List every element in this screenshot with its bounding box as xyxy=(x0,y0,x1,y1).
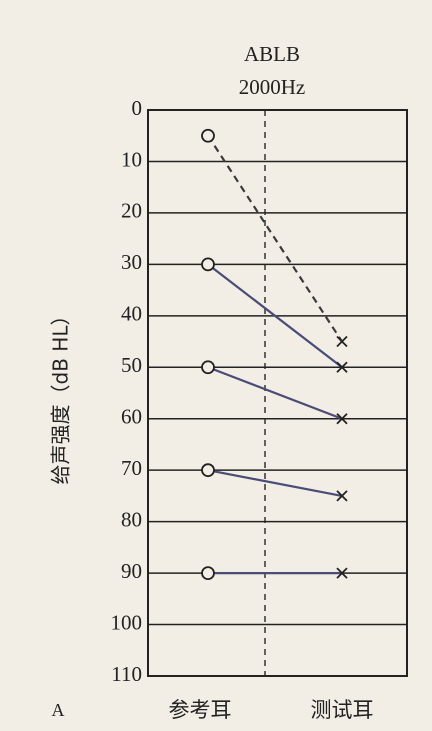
series-line xyxy=(207,366,343,420)
y-axis-label: 给声强度（dB HL） xyxy=(49,306,73,485)
x-tick-label: 测试耳 xyxy=(311,698,374,722)
test-marker xyxy=(336,567,348,579)
panel-label: A xyxy=(52,700,65,720)
series-line xyxy=(207,263,343,369)
test-marker xyxy=(336,361,348,373)
ref-marker xyxy=(201,463,215,478)
ref-marker xyxy=(201,257,215,272)
series-line xyxy=(207,469,343,497)
series-line xyxy=(207,135,343,343)
y-tick-label: 70 xyxy=(121,456,142,480)
y-tick-label: 90 xyxy=(121,559,142,583)
ref-marker xyxy=(201,566,215,580)
x-tick-label: 参考耳 xyxy=(169,698,232,722)
y-tick-label: 80 xyxy=(121,507,142,531)
test-marker xyxy=(336,413,348,425)
y-tick-label: 110 xyxy=(111,662,142,686)
y-tick-label: 100 xyxy=(111,610,143,634)
y-tick-label: 50 xyxy=(121,353,142,377)
chart-title: ABLB xyxy=(244,42,300,66)
ref-marker xyxy=(201,360,215,375)
y-tick-label: 20 xyxy=(121,199,142,223)
test-marker xyxy=(336,490,348,502)
y-tick-label: 40 xyxy=(121,302,142,326)
y-tick-label: 60 xyxy=(121,405,142,429)
y-tick-label: 30 xyxy=(121,250,142,274)
test-marker xyxy=(336,335,348,348)
y-tick-label: 10 xyxy=(121,147,142,171)
y-tick-label: 0 xyxy=(132,96,143,120)
chart-subtitle: 2000Hz xyxy=(239,75,306,99)
ref-marker xyxy=(201,128,215,143)
